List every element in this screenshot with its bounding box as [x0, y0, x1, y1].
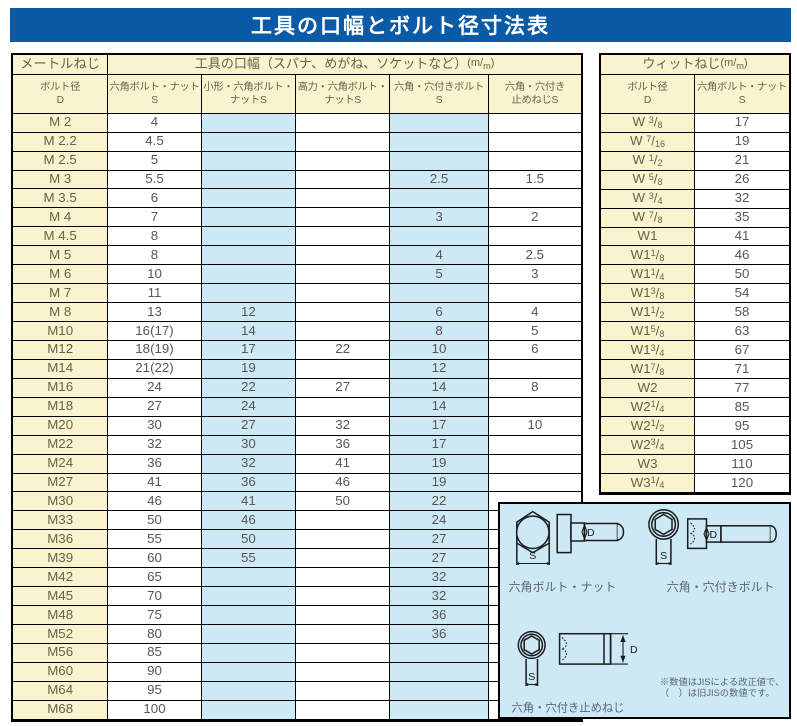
- svg-text:D: D: [630, 644, 638, 656]
- svg-text:（ ）は旧JISの数値です。: （ ）は旧JISの数値です。: [660, 687, 775, 698]
- svg-text:D: D: [710, 529, 718, 541]
- svg-text:六角ボルト・ナット: 六角ボルト・ナット: [508, 580, 616, 594]
- svg-text:S: S: [528, 671, 535, 683]
- svg-text:六角・穴付き止めねじ: 六角・穴付き止めねじ: [512, 701, 625, 715]
- svg-text:※数値はJISによる改正値で、: ※数値はJISによる改正値で、: [660, 676, 784, 687]
- svg-text:S: S: [660, 550, 667, 562]
- svg-text:S: S: [529, 550, 536, 562]
- svg-text:D: D: [587, 527, 595, 539]
- svg-text:六角・穴付きボルト: 六角・穴付きボルト: [667, 579, 775, 594]
